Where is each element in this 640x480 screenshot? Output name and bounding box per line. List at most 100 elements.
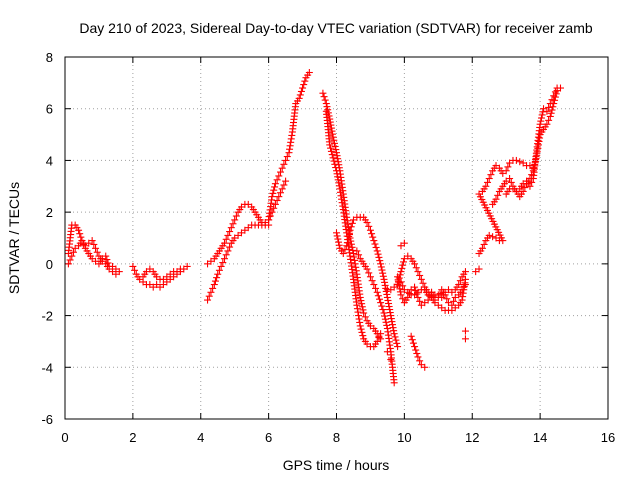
- data-point: [345, 229, 353, 237]
- data-point: [504, 163, 512, 171]
- data-point: [381, 281, 389, 289]
- data-point: [334, 176, 342, 184]
- data-point: [327, 144, 335, 152]
- y-tick-label: -4: [41, 360, 53, 375]
- data-point: [333, 229, 340, 237]
- data-point: [384, 296, 392, 304]
- data-point: [389, 324, 397, 332]
- data-point: [277, 189, 285, 197]
- data-point: [370, 237, 378, 245]
- data-point: [330, 157, 338, 165]
- data-point: [377, 260, 385, 268]
- data-point: [356, 322, 364, 330]
- data-point: [411, 343, 419, 351]
- data-point: [323, 103, 331, 111]
- data-point: [282, 156, 290, 164]
- data-point: [332, 164, 340, 172]
- x-axis-label: GPS time / hours: [283, 457, 390, 473]
- data-point: [338, 195, 346, 203]
- data-point: [414, 353, 422, 361]
- data-point: [380, 275, 388, 283]
- data-point: [280, 181, 288, 189]
- data-point: [413, 349, 421, 357]
- data-point: [436, 290, 444, 298]
- data-point: [538, 111, 546, 119]
- data-point: [392, 336, 400, 344]
- data-point: [359, 332, 367, 340]
- data-point: [556, 84, 564, 92]
- data-point: [387, 312, 395, 320]
- data-point: [461, 268, 469, 276]
- data-point: [326, 141, 334, 149]
- data-point: [329, 154, 337, 162]
- data-point: [339, 250, 347, 258]
- data-point: [485, 231, 493, 239]
- data-point: [390, 330, 398, 338]
- data-point: [222, 251, 230, 259]
- data-point: [287, 138, 295, 146]
- data-point: [480, 240, 488, 248]
- data-point: [288, 131, 296, 139]
- data-point: [214, 270, 222, 278]
- data-point: [546, 100, 554, 108]
- data-point: [296, 91, 304, 99]
- data-point: [395, 274, 403, 282]
- data-point: [356, 318, 364, 326]
- data-point: [502, 167, 510, 175]
- data-point: [434, 293, 442, 301]
- data-point: [536, 120, 544, 128]
- data-point: [278, 185, 286, 193]
- data-point: [546, 112, 554, 120]
- data-point: [416, 297, 424, 305]
- data-point: [75, 226, 83, 234]
- data-point: [282, 177, 290, 185]
- data-point: [270, 204, 278, 212]
- data-point: [336, 185, 344, 193]
- data-point: [207, 288, 215, 296]
- data-point: [335, 238, 343, 246]
- data-point: [521, 184, 529, 192]
- data-point: [344, 236, 352, 244]
- data-point: [537, 117, 545, 125]
- y-tick-label: -2: [41, 309, 53, 324]
- data-point: [395, 282, 403, 290]
- data-point: [373, 337, 381, 345]
- data-point: [322, 100, 330, 108]
- data-point: [368, 277, 376, 285]
- data-point: [324, 106, 332, 114]
- data-point: [335, 182, 343, 190]
- data-point: [353, 247, 361, 255]
- data-point: [363, 265, 371, 273]
- data-point: [478, 244, 486, 252]
- data-point: [379, 269, 387, 277]
- data-point: [386, 306, 394, 314]
- data-point: [355, 251, 363, 259]
- data-point: [409, 339, 417, 347]
- data-point: [378, 302, 386, 310]
- data-point: [455, 281, 463, 289]
- data-point: [377, 299, 385, 307]
- data-point: [215, 266, 223, 274]
- y-tick-label: 4: [46, 153, 53, 168]
- data-point: [327, 124, 335, 132]
- data-point: [277, 168, 285, 176]
- x-tick-label: 12: [465, 430, 479, 445]
- data-point: [112, 270, 120, 278]
- data-point: [355, 315, 363, 323]
- data-point: [492, 195, 500, 203]
- y-tick-label: 8: [46, 50, 53, 65]
- data-point: [358, 300, 366, 308]
- data-point: [334, 173, 342, 181]
- data-point: [369, 233, 377, 241]
- data-point: [484, 178, 492, 186]
- data-point: [372, 284, 380, 292]
- data-point: [224, 231, 232, 239]
- data-point: [512, 156, 520, 164]
- data-point: [347, 223, 355, 231]
- data-point: [443, 295, 451, 303]
- x-tick-label: 6: [265, 430, 272, 445]
- x-tick-label: 2: [129, 430, 136, 445]
- data-point: [330, 136, 338, 144]
- chart-title: Day 210 of 2023, Sidereal Day-to-day VTE…: [79, 20, 592, 36]
